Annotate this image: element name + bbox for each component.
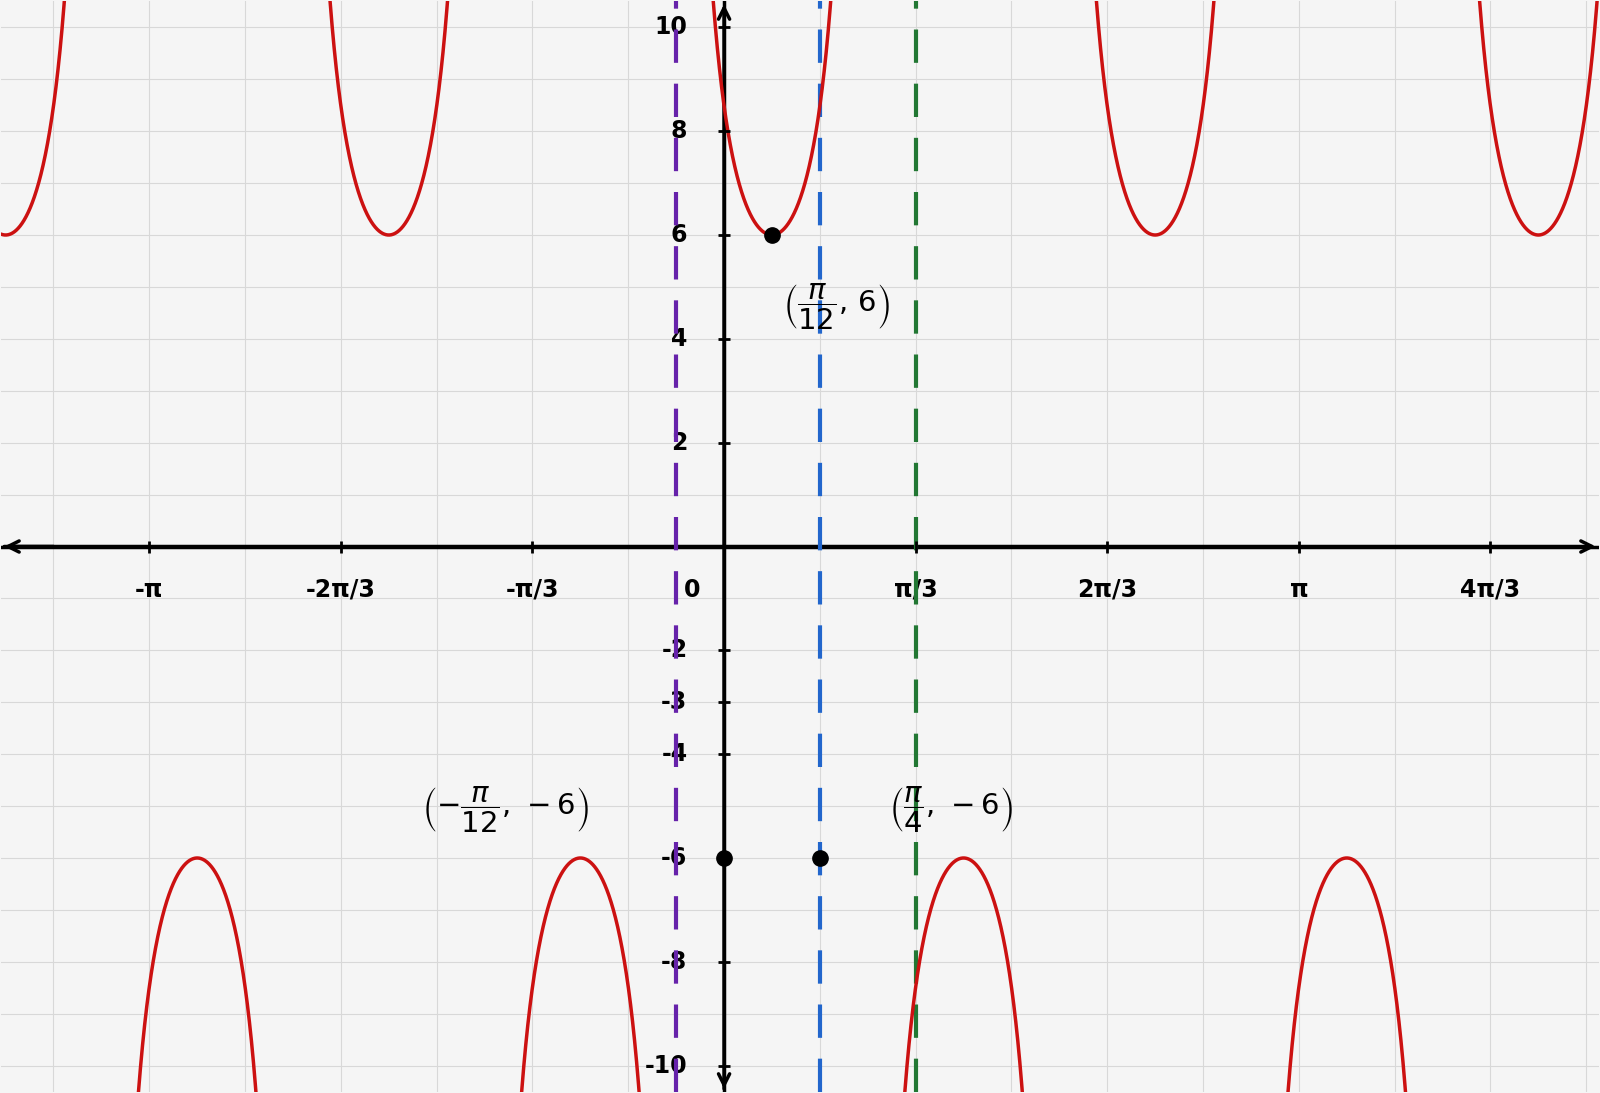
- Text: -10: -10: [645, 1054, 688, 1078]
- Text: -2: -2: [661, 638, 688, 662]
- Text: 4: 4: [670, 327, 688, 351]
- Text: π: π: [1290, 577, 1309, 601]
- Text: -π/3: -π/3: [506, 577, 560, 601]
- Text: 2π/3: 2π/3: [1077, 577, 1138, 601]
- Text: -8: -8: [661, 950, 688, 974]
- Text: 8: 8: [670, 119, 688, 143]
- Text: -2π/3: -2π/3: [306, 577, 376, 601]
- Text: 2: 2: [670, 431, 688, 455]
- Text: -6: -6: [661, 846, 688, 870]
- Text: -3: -3: [661, 691, 688, 714]
- Text: -π: -π: [134, 577, 163, 601]
- Text: $\left(\dfrac{\pi}{12},\,6\right)$: $\left(\dfrac{\pi}{12},\,6\right)$: [782, 282, 890, 332]
- Text: -4: -4: [661, 742, 688, 766]
- Text: $\left(-\dfrac{\pi}{12},\,-6\right)$: $\left(-\dfrac{\pi}{12},\,-6\right)$: [422, 785, 589, 835]
- Text: 4π/3: 4π/3: [1461, 577, 1520, 601]
- Text: 0: 0: [683, 577, 701, 601]
- Text: $\left(\dfrac{\pi}{4},\,-6\right)$: $\left(\dfrac{\pi}{4},\,-6\right)$: [888, 785, 1013, 835]
- Text: π/3: π/3: [894, 577, 938, 601]
- Text: 6: 6: [670, 223, 688, 247]
- Text: 10: 10: [654, 15, 688, 39]
